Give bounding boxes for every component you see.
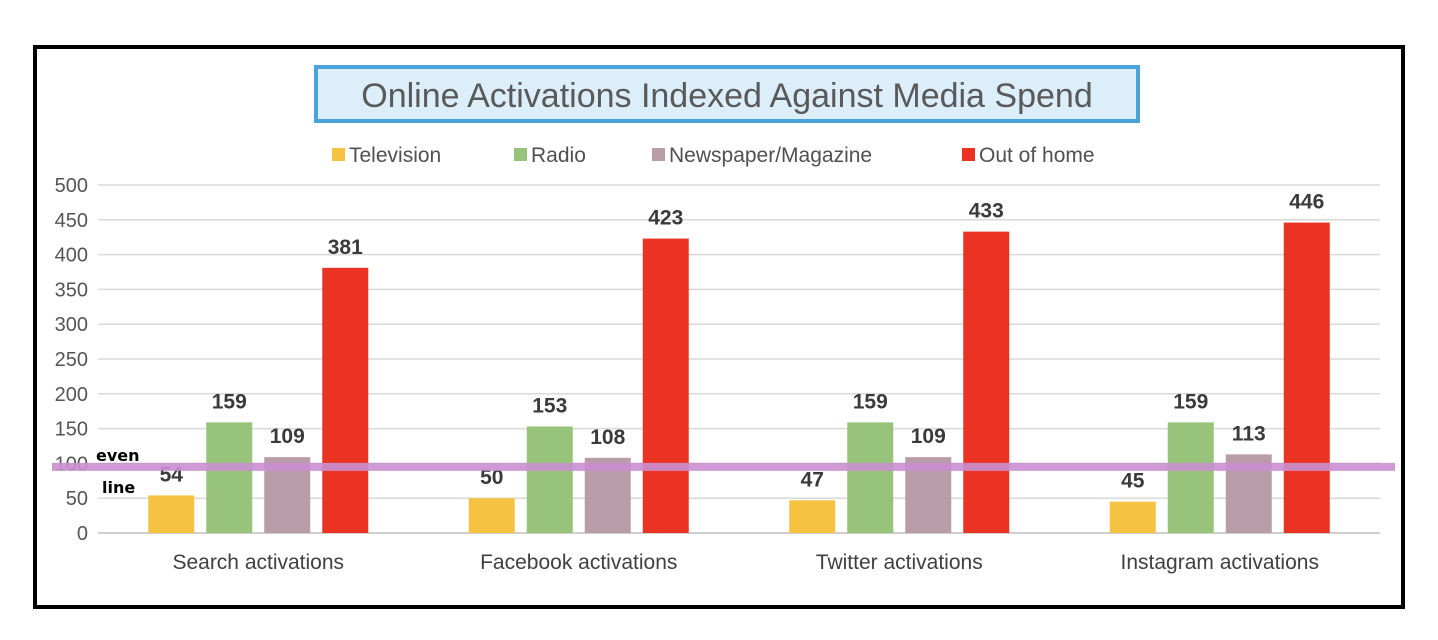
y-axis-tick-labels: 050100150200250300350400450500 xyxy=(55,175,88,545)
bar-twitter-activations-out-of-home xyxy=(963,231,1010,533)
y-tick-label-50: 50 xyxy=(66,488,88,510)
y-tick-label-200: 200 xyxy=(55,384,88,406)
bars xyxy=(148,222,1330,534)
bar-instagram-activations-television xyxy=(1109,501,1156,533)
x-category-label-twitter-activations: Twitter activations xyxy=(816,551,983,574)
legend-label-television: Television xyxy=(349,144,441,167)
legend-swatch-out-of-home xyxy=(962,148,975,161)
data-label-instagram-activations-newspaper-magazine: 113 xyxy=(1232,422,1266,445)
y-tick-label-300: 300 xyxy=(55,314,88,336)
data-label-search-activations-out-of-home: 381 xyxy=(328,236,363,259)
x-category-label-instagram-activations: Instagram activations xyxy=(1121,551,1319,574)
bar-instagram-activations-radio xyxy=(1167,422,1214,533)
legend-label-radio: Radio xyxy=(531,144,586,167)
data-label-instagram-activations-television: 45 xyxy=(1121,470,1145,493)
bar-facebook-activations-out-of-home xyxy=(642,238,689,534)
data-label-twitter-activations-radio: 159 xyxy=(853,390,888,413)
data-labels: 5415910938150153108423471591094334515911… xyxy=(160,191,1325,493)
data-label-twitter-activations-television: 47 xyxy=(801,468,824,491)
gridlines xyxy=(98,184,1380,534)
legend-swatch-radio xyxy=(514,148,527,161)
data-label-twitter-activations-newspaper-magazine: 109 xyxy=(911,425,946,448)
bar-instagram-activations-out-of-home xyxy=(1283,222,1330,534)
data-label-twitter-activations-out-of-home: 433 xyxy=(969,200,1004,223)
x-category-label-facebook-activations: Facebook activations xyxy=(480,551,677,574)
chart-title-box xyxy=(314,65,1140,123)
data-label-search-activations-radio: 159 xyxy=(212,390,247,413)
even-line-label-top: even xyxy=(96,446,140,465)
even-line-label-bottom: line xyxy=(102,478,135,497)
y-tick-label-0: 0 xyxy=(77,523,88,545)
bar-search-activations-television xyxy=(148,495,195,533)
legend-swatch-television xyxy=(332,148,345,161)
data-label-facebook-activations-out-of-home: 423 xyxy=(648,207,683,230)
y-tick-label-350: 350 xyxy=(55,279,88,301)
y-tick-label-250: 250 xyxy=(55,349,88,371)
data-label-search-activations-newspaper-magazine: 109 xyxy=(270,425,305,448)
y-tick-label-400: 400 xyxy=(55,245,88,267)
bar-search-activations-radio xyxy=(206,422,253,533)
bar-twitter-activations-television xyxy=(789,500,836,533)
bar-facebook-activations-television xyxy=(468,498,515,533)
x-axis-category-labels: Search activations Facebook activations Tw… xyxy=(172,551,1319,574)
legend-swatch-newspaper-magazine xyxy=(652,148,665,161)
y-tick-label-500: 500 xyxy=(55,175,88,197)
bar-search-activations-out-of-home xyxy=(322,267,369,533)
chart-frame xyxy=(33,45,1405,609)
y-tick-label-150: 150 xyxy=(55,419,88,441)
chart-title-group: Online Activations Indexed Against Media… xyxy=(314,65,1140,123)
data-label-instagram-activations-radio: 159 xyxy=(1173,390,1208,413)
legend-label-newspaper-magazine: Newspaper/Magazine xyxy=(669,144,872,167)
data-label-instagram-activations-out-of-home: 446 xyxy=(1289,191,1324,214)
data-label-facebook-activations-television: 50 xyxy=(480,466,503,489)
y-tick-label-450: 450 xyxy=(55,210,88,232)
data-label-facebook-activations-newspaper-magazine: 108 xyxy=(590,426,625,449)
bar-facebook-activations-radio xyxy=(526,426,573,533)
data-label-facebook-activations-radio: 153 xyxy=(532,395,567,418)
chart-title: Online Activations Indexed Against Media… xyxy=(361,77,1092,115)
bar-twitter-activations-radio xyxy=(847,422,894,533)
x-category-label-search-activations: Search activations xyxy=(172,551,344,574)
legend-label-out-of-home: Out of home xyxy=(979,144,1095,167)
reference-line-group: even line xyxy=(52,446,1395,497)
legend: Television Radio Newspaper/Magazine Out of … xyxy=(332,144,1095,167)
